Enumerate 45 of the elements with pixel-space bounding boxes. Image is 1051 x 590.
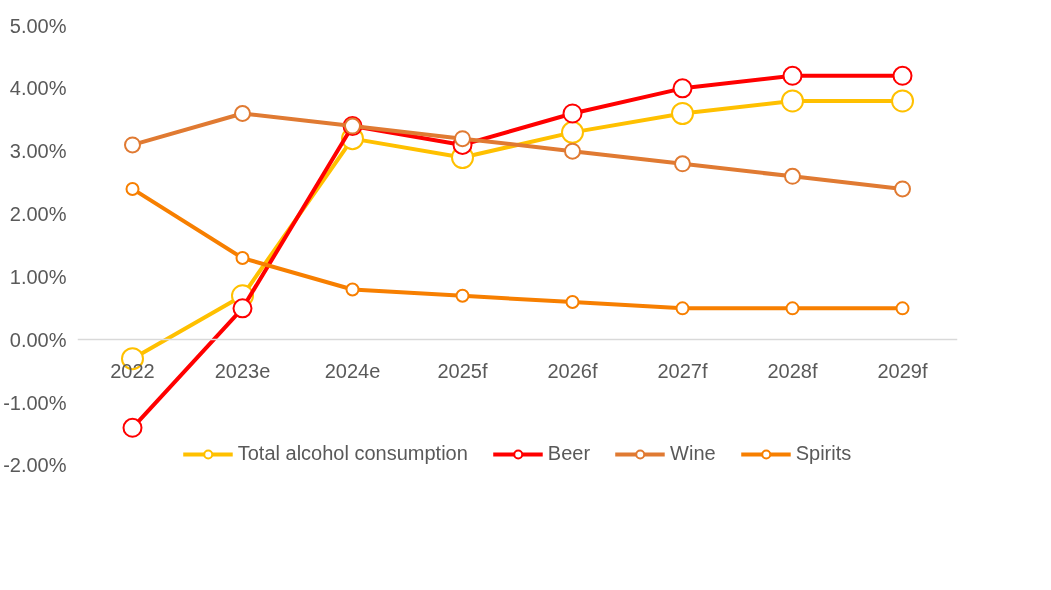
point xyxy=(562,103,583,124)
point xyxy=(564,142,581,160)
point xyxy=(891,89,914,113)
point xyxy=(895,301,910,316)
legend-label: Total alcohol consumption xyxy=(237,442,468,465)
point xyxy=(561,120,584,144)
point xyxy=(894,180,911,198)
x-tick-label: 2024e xyxy=(324,359,381,382)
x-tick-label: 2029f xyxy=(877,359,928,382)
point xyxy=(674,155,691,173)
point xyxy=(785,301,800,316)
x-tick-label: 2023e xyxy=(214,359,271,382)
point xyxy=(781,89,804,113)
x-tick-label: 2027f xyxy=(657,359,708,382)
point xyxy=(672,78,693,99)
point xyxy=(232,298,253,319)
point xyxy=(671,102,694,125)
point xyxy=(784,167,801,185)
y-tick-label: 4.00% xyxy=(9,77,67,100)
point xyxy=(455,288,470,303)
point xyxy=(122,417,143,438)
y-tick-label: 5.00% xyxy=(9,14,67,37)
legend-label: Beer xyxy=(547,442,591,465)
point xyxy=(565,295,580,310)
y-tick-label: 1.00% xyxy=(9,265,67,288)
point xyxy=(675,301,690,316)
y-tick-label: -1.00% xyxy=(3,391,67,414)
legend-label: Spirits xyxy=(795,442,852,465)
point xyxy=(125,181,140,196)
y-tick-label: -2.00% xyxy=(3,453,67,476)
y-tick-label: 0.00% xyxy=(9,328,67,351)
x-tick-label: 2025f xyxy=(437,359,488,382)
point xyxy=(235,251,250,266)
point xyxy=(124,136,141,154)
point xyxy=(234,105,251,122)
x-tick-label: 2022 xyxy=(110,359,155,382)
point xyxy=(454,130,471,148)
point xyxy=(782,65,803,86)
x-tick-label: 2028f xyxy=(767,359,818,382)
x-tick-label: 2026f xyxy=(547,359,598,382)
y-tick-label: 2.00% xyxy=(9,203,67,226)
legend-label: Wine xyxy=(670,442,716,465)
point xyxy=(345,282,360,297)
y-tick-label: 3.00% xyxy=(9,140,67,163)
point xyxy=(892,65,913,86)
